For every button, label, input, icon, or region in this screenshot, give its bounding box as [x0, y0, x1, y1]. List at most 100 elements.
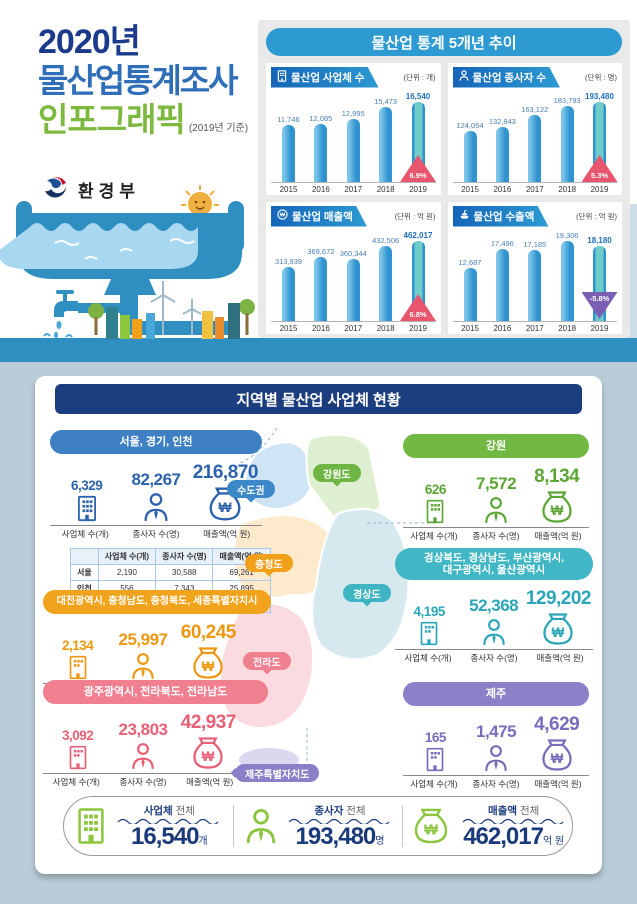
chart-title-banner: 물산업 사업체 수	[271, 67, 378, 88]
revenue: 60,245	[180, 622, 237, 643]
stat-labels: 사업체 수(개)종사자 수(명)매출액(억 원)	[395, 649, 593, 664]
business-count: 4,195	[413, 604, 446, 619]
money-bag-icon: ₩	[189, 646, 227, 680]
x-axis-labels: 2015 2016 2017 2018 2019	[461, 324, 609, 333]
bar-2017	[528, 250, 542, 321]
business-count: 2,134	[62, 638, 94, 653]
svg-text:₩: ₩	[550, 751, 563, 766]
person-icon	[130, 652, 156, 680]
employee-count: 1,475	[475, 722, 517, 741]
regional-panel: 지역별 물산업 사업체 현황	[35, 376, 602, 874]
map-label-chungcheong: 충청도	[245, 554, 293, 572]
person-icon	[483, 496, 509, 524]
bar-2015	[282, 267, 295, 321]
bar-2017	[346, 259, 360, 321]
building-icon	[76, 495, 98, 522]
wavy-underline	[462, 818, 564, 824]
chart-title-banner: ₩ 물산업 매출액	[271, 206, 367, 227]
chart-title: 물산업 매출액	[292, 210, 353, 223]
building-icon	[75, 807, 107, 845]
chart-title-banner: 물산업 종사자 수	[453, 67, 560, 88]
ship-icon	[459, 209, 470, 223]
stat-labels: 사업체 수(개)종사자 수(명)매출액(억 원)	[403, 527, 589, 542]
regional-section: 지역별 물산업 사업체 현황	[0, 362, 637, 904]
business-count: 3,092	[62, 728, 94, 743]
bar-2016	[314, 124, 328, 182]
trend-panel: 물산업 통계 5개년 추이 물산업 사업체 수 (단위 : 개) 11,746 …	[258, 20, 630, 338]
chart-revenue: ₩ 물산업 매출액 (단위 : 억 원) 313,939 369,672 360…	[266, 202, 441, 334]
region-name: 제주	[403, 682, 589, 706]
stat-labels: 사업체 수(개)종사자 수(명)매출액(억 원)	[50, 525, 262, 540]
business-count: 6,329	[71, 478, 103, 493]
bar-2016	[495, 127, 509, 182]
money-bag-icon: ₩	[189, 736, 227, 770]
person-icon	[244, 807, 278, 845]
ministry-logo-icon	[40, 172, 70, 207]
total-business: 사업체 전체 16,540개	[64, 805, 233, 849]
svg-text:₩: ₩	[219, 499, 233, 515]
building-icon	[68, 745, 88, 770]
bar-plot: 12,687 17,496 17,185 19,306 18,180 -5.8%	[452, 228, 618, 322]
revenue: 129,202	[525, 588, 592, 609]
wind-turbine-icon	[150, 281, 202, 335]
revenue: 8,134	[534, 466, 580, 487]
chart-title: 물산업 종사자 수	[472, 71, 546, 84]
map-label-jeolla: 전라도	[243, 652, 291, 670]
region-card-jeolla: 광주광역시, 전라북도, 전라남도 3,092 23,803 42,937 ₩ …	[43, 680, 268, 788]
employee-count: 25,997	[118, 630, 168, 649]
svg-text:₩: ₩	[424, 823, 438, 839]
total-revenue: ₩ 매출액 전체 462,017억 원	[402, 805, 572, 849]
title-basis-year: (2019년 기준)	[188, 123, 249, 135]
trend-chart-grid: 물산업 사업체 수 (단위 : 개) 11,746 12,085 12,995 …	[266, 63, 622, 334]
map-label-gyeongsang: 경상도	[343, 584, 391, 602]
ministry-branding: 환경부	[40, 172, 140, 207]
region-card-capital: 서울, 경기, 인천 6,329 82,267 216,870 ₩ 사업체 수(…	[50, 430, 271, 613]
svg-text:₩: ₩	[202, 659, 215, 674]
svg-text:₩: ₩	[552, 625, 565, 640]
map-label-gangwon: 강원도	[313, 464, 361, 482]
bar-2018	[560, 241, 574, 321]
revenue: 42,937	[180, 712, 237, 733]
totals-summary-bar: 사업체 전체 16,540개 종사자 전체 193,480명 ₩	[63, 796, 573, 856]
region-card-gyeongsang: 경상북도, 경상남도, 부산광역시, 대구광역시, 울산광역시 4,195 52…	[395, 548, 593, 664]
chart-unit-label: (단위 : 개)	[403, 72, 436, 82]
title-year: 2020년	[38, 23, 141, 61]
trend-panel-title: 물산업 통계 5개년 추이	[266, 28, 622, 56]
wavy-underline	[117, 818, 219, 824]
region-card-jeju: 제주 165 1,475 4,629 ₩ 사업체 수(개) 종사자 수(명) 매출액…	[403, 682, 589, 790]
chart-unit-label: (단위 : 억 원)	[576, 211, 617, 221]
person-icon	[481, 618, 507, 646]
employee-count: 82,267	[131, 470, 181, 489]
chart-export: 물산업 수출액 (단위 : 억 원) 12,687 17,496 17,185 …	[447, 202, 622, 334]
x-axis-labels: 2015 2016 2017 2018 2019	[279, 185, 427, 194]
change-indicator-up: 6.8%	[400, 294, 436, 321]
building-icon	[425, 499, 445, 524]
chart-employee-count: 물산업 종사자 수 (단위 : 명) 124,054 132,843 163,1…	[447, 63, 622, 195]
employee-count: 23,803	[118, 720, 168, 739]
bar-2018	[379, 246, 393, 321]
bar-2015	[463, 131, 477, 182]
bar-2017	[528, 115, 542, 182]
total-employees: 종사자 전체 193,480명	[232, 805, 403, 849]
bar-2018	[379, 107, 393, 182]
svg-text:₩: ₩	[202, 749, 215, 764]
employee-count: 52,368	[469, 596, 519, 615]
person-icon	[130, 742, 156, 770]
map-label-sudogwon: 수도권	[227, 480, 275, 498]
stat-labels: 사업체 수(개)종사자 수(명)매출액(억 원)	[43, 773, 243, 788]
region-name: 대전광역시, 충청남도, 충청북도, 세종특별자치시	[43, 590, 271, 614]
money-bag-icon: ₩	[538, 738, 576, 772]
chart-title-banner: 물산업 수출액	[453, 206, 549, 227]
business-count: 626	[424, 482, 447, 497]
building-icon	[425, 747, 445, 772]
faucet-icon	[43, 290, 78, 339]
ministry-name: 환경부	[78, 182, 140, 201]
money-bag-icon: ₩	[539, 612, 577, 646]
water-basin-illustration	[0, 185, 260, 340]
business-count: 165	[424, 730, 447, 745]
money-bag-icon: ₩	[410, 807, 452, 845]
person-icon	[483, 744, 509, 772]
bar-2015	[282, 125, 295, 182]
bar-2016	[495, 249, 509, 321]
